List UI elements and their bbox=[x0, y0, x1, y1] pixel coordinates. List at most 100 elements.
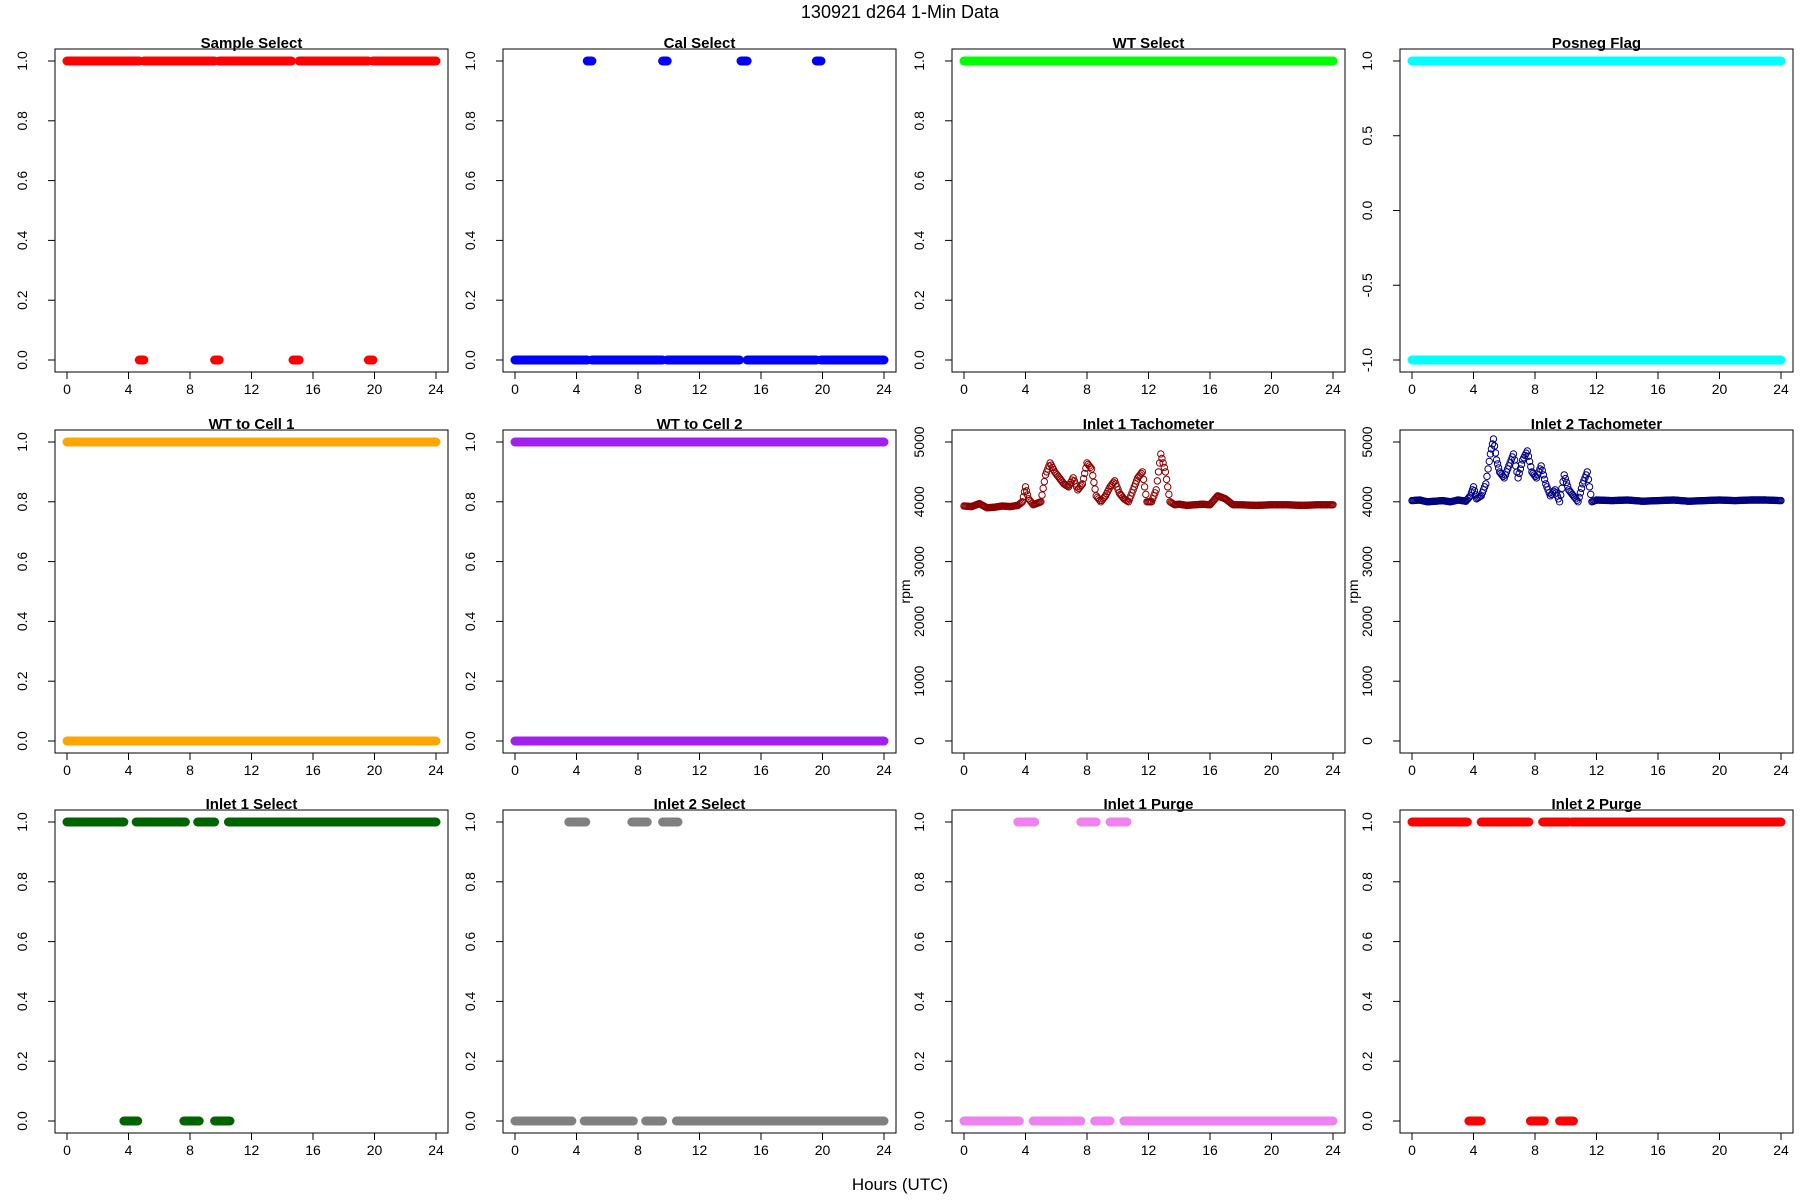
y-tick-label: 0.4 bbox=[14, 230, 30, 250]
x-tick-label: 16 bbox=[305, 1142, 321, 1158]
y-tick-label: 1.0 bbox=[911, 812, 927, 832]
x-tick-label: 12 bbox=[692, 762, 708, 778]
x-tick-label: 0 bbox=[1408, 762, 1416, 778]
data-point bbox=[1019, 493, 1028, 501]
chart-panel: Cal Select 0 4 8 12 16 20 24 0.0 0.2 0.4 0.6 0.8 1.0 bbox=[462, 35, 897, 397]
y-tick-label: 0.4 bbox=[462, 991, 478, 1011]
y-axis-label: rpm bbox=[897, 579, 913, 603]
data-series bbox=[510, 437, 889, 746]
panel-title: Posneg Flag bbox=[1552, 35, 1641, 52]
y-tick-label: 4000 bbox=[1359, 486, 1375, 517]
y-tick-label: 0.4 bbox=[1359, 991, 1375, 1011]
x-tick-label: 24 bbox=[1325, 1142, 1341, 1158]
y-tick-label: 1000 bbox=[911, 665, 927, 696]
x-tick-label: 20 bbox=[367, 1142, 383, 1158]
y-tick-label: 0.6 bbox=[911, 171, 927, 191]
x-tick-label: 24 bbox=[876, 381, 892, 397]
data-point bbox=[1164, 483, 1172, 491]
chart-panel: Inlet 1 Tachometer 0 4 8 12 16 20 24 0 1000 2000 30… bbox=[897, 416, 1346, 778]
data-point bbox=[1080, 469, 1089, 478]
plot-frame bbox=[1399, 429, 1794, 754]
panel-title: Inlet 2 Tachometer bbox=[1531, 416, 1663, 433]
data-point bbox=[1139, 475, 1148, 484]
y-axis-label: rpm bbox=[1345, 579, 1361, 603]
chart-panel: WT to Cell 2 0 4 8 12 16 20 24 0.0 0.2 0.4 0.6 0.8 1.… bbox=[462, 416, 897, 778]
y-tick-label: 0.2 bbox=[462, 671, 478, 691]
plot-frame bbox=[54, 429, 449, 754]
panel-title: WT Select bbox=[1113, 35, 1185, 52]
x-tick-label: 20 bbox=[1264, 381, 1280, 397]
panel-title: Inlet 1 Tachometer bbox=[1083, 416, 1215, 433]
y-tick-label: 0.6 bbox=[462, 932, 478, 952]
y-tick-label: 0.6 bbox=[14, 932, 30, 952]
y-tick-label: -0.5 bbox=[1359, 273, 1375, 297]
x-tick-label: 4 bbox=[573, 1142, 581, 1158]
x-tick-label: 20 bbox=[1712, 762, 1728, 778]
data-point bbox=[1587, 490, 1595, 499]
data-point bbox=[1037, 498, 1045, 506]
data-series bbox=[510, 817, 889, 1126]
x-tick-label: 0 bbox=[63, 1142, 71, 1158]
panel-title: Sample Select bbox=[201, 35, 303, 52]
x-tick-label: 0 bbox=[511, 1142, 519, 1158]
x-tick-label: 0 bbox=[63, 381, 71, 397]
x-tick-label: 16 bbox=[753, 762, 769, 778]
y-tick-label: 0.4 bbox=[14, 611, 30, 631]
x-tick-label: 12 bbox=[1589, 762, 1605, 778]
data-point bbox=[1523, 447, 1532, 455]
data-point bbox=[1493, 460, 1502, 468]
y-tick-label: 5000 bbox=[1359, 426, 1375, 457]
data-point bbox=[1517, 460, 1526, 469]
x-tick-label: 16 bbox=[1650, 381, 1666, 397]
data-point bbox=[1561, 474, 1570, 483]
x-tick-label: 20 bbox=[815, 381, 831, 397]
data-point bbox=[1100, 493, 1108, 502]
data-point bbox=[1022, 487, 1031, 495]
data-point bbox=[1560, 471, 1568, 479]
plot-frame bbox=[502, 429, 897, 754]
panel-title: Inlet 2 Purge bbox=[1551, 796, 1641, 813]
x-tick-label: 24 bbox=[1773, 762, 1789, 778]
y-tick-label: 1.0 bbox=[14, 432, 30, 452]
x-tick-label: 8 bbox=[634, 1142, 642, 1158]
data-point bbox=[1524, 452, 1533, 460]
panel-title: WT to Cell 1 bbox=[209, 416, 295, 433]
data-point bbox=[1154, 468, 1163, 476]
y-tick-label: 0.2 bbox=[462, 290, 478, 310]
data-point bbox=[1555, 498, 1564, 506]
data-point bbox=[1158, 454, 1166, 463]
x-tick-label: 8 bbox=[1083, 1142, 1091, 1158]
x-tick-label: 20 bbox=[1264, 1142, 1280, 1158]
y-tick-label: 1.0 bbox=[462, 812, 478, 832]
data-point bbox=[1040, 477, 1049, 486]
x-tick-label: 16 bbox=[305, 762, 321, 778]
y-tick-label: 0.0 bbox=[1359, 1111, 1375, 1131]
x-tick-label: 8 bbox=[1531, 1142, 1539, 1158]
panel-title: Inlet 1 Select bbox=[206, 796, 298, 813]
y-tick-label: 1.0 bbox=[462, 432, 478, 452]
y-tick-label: 0.0 bbox=[14, 731, 30, 751]
x-tick-label: 24 bbox=[1325, 381, 1341, 397]
x-tick-label: 0 bbox=[960, 381, 968, 397]
chart-panel: WT to Cell 1 0 4 8 12 16 20 24 0.0 0.2 0.4 0.6 0.8 1.… bbox=[14, 416, 449, 778]
x-tick-label: 4 bbox=[1470, 1142, 1478, 1158]
data-point bbox=[1576, 489, 1585, 497]
y-tick-label: 0 bbox=[1359, 737, 1375, 745]
x-tick-label: 8 bbox=[1531, 381, 1539, 397]
x-tick-label: 20 bbox=[367, 381, 383, 397]
x-tick-label: 8 bbox=[1083, 381, 1091, 397]
x-tick-label: 12 bbox=[1141, 1142, 1157, 1158]
x-tick-label: 20 bbox=[1712, 381, 1728, 397]
data-point bbox=[1470, 487, 1479, 495]
y-tick-label: 0.2 bbox=[14, 290, 30, 310]
x-tick-label: 12 bbox=[1141, 762, 1157, 778]
y-tick-label: 0.4 bbox=[462, 611, 478, 631]
data-series bbox=[1408, 435, 1785, 506]
y-tick-label: 0.6 bbox=[1359, 932, 1375, 952]
data-point bbox=[1038, 491, 1046, 499]
y-tick-label: 0.8 bbox=[911, 872, 927, 892]
data-point bbox=[1142, 490, 1150, 499]
data-series bbox=[959, 817, 1338, 1126]
y-tick-label: 0.0 bbox=[1359, 201, 1375, 221]
